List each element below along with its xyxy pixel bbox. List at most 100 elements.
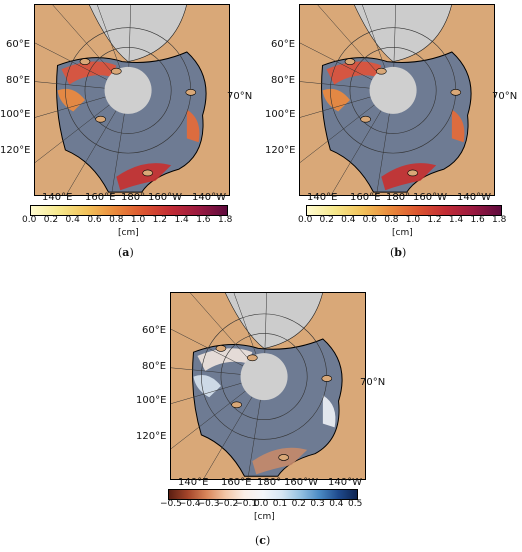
pole-hole	[104, 66, 152, 114]
colorbar-c	[168, 489, 358, 500]
colorbar-tick-label: 0.2	[43, 215, 59, 225]
shelf-anomaly	[197, 348, 253, 371]
lat-label-c-70n: 70°N	[360, 377, 386, 388]
latitude-circle	[220, 333, 308, 421]
island	[79, 58, 91, 65]
caption-a: (a)	[118, 246, 134, 259]
lon-bottom-c-180: 180°	[257, 477, 282, 488]
meridian-line	[202, 396, 253, 480]
meridian-line	[316, 4, 378, 73]
colorbar-tick-label: 1.0	[405, 215, 421, 225]
colorbar-tick-label: 0.2	[291, 499, 306, 509]
latitude-circle	[349, 46, 437, 134]
island	[407, 169, 418, 177]
island	[185, 89, 197, 96]
lat-label-a-70n: 70°N	[227, 91, 253, 102]
pole-hole	[369, 66, 417, 114]
lon-bottom-a-140e: 140°E	[42, 192, 73, 203]
island	[231, 401, 242, 409]
meridian-line	[299, 104, 375, 164]
island	[360, 115, 371, 123]
panel-c	[170, 292, 366, 552]
lon-label-b-80e: 80°E	[271, 75, 296, 86]
shelf-anomaly	[381, 163, 437, 191]
colorbar-tick-label: 0.8	[109, 215, 124, 225]
lon-bottom-a-160w: 160°W	[148, 192, 182, 203]
lon-label-a-120e: 120°E	[0, 145, 31, 156]
meridian-line	[393, 4, 397, 67]
shelf-anomaly	[326, 61, 382, 85]
shelf-anomaly	[322, 88, 350, 112]
lon-label-b-100e: 100°E	[265, 109, 296, 120]
lon-label-a-80e: 80°E	[6, 75, 31, 86]
lon-label-b-120e: 120°E	[265, 145, 296, 156]
meridian-line	[264, 292, 267, 354]
lat-label-b-70n: 70°N	[492, 91, 518, 102]
map-frame	[34, 4, 230, 196]
colorbar-a	[30, 205, 228, 216]
lon-label-b-60e: 60°E	[271, 39, 296, 50]
meridian-line	[96, 4, 121, 69]
colorbar-tick-label: 0.2	[319, 215, 334, 225]
lon-bottom-b-180: 180°	[386, 192, 411, 203]
meridian-line	[65, 110, 117, 196]
lon-bottom-b-140e: 140°E	[307, 192, 338, 203]
map-frame	[170, 292, 366, 480]
map-c	[170, 292, 366, 480]
shelf-anomaly	[116, 163, 172, 191]
lon-label-c-60e: 60°E	[142, 325, 167, 336]
meridian-line	[170, 328, 244, 367]
map-a	[34, 4, 230, 196]
colorbar-tick-label: 0.8	[384, 215, 399, 225]
lon-label-a-100e: 100°E	[0, 109, 31, 120]
meridian-line	[299, 96, 371, 118]
sea-ice-region	[224, 292, 324, 349]
panel-b	[299, 4, 495, 274]
meridian-line	[34, 96, 106, 118]
shelf-anomaly	[186, 109, 200, 143]
meridian-line	[299, 81, 370, 89]
colorbar-c-unit: [cm]	[254, 512, 275, 522]
meridian-line	[376, 113, 390, 196]
colorbar-tick-label: 0.3	[310, 499, 325, 509]
meridian-line	[233, 292, 257, 355]
lon-label-c-80e: 80°E	[142, 361, 167, 372]
meridian-line	[189, 292, 249, 360]
colorbar-tick-label: 0.4	[65, 215, 80, 225]
meridian-line	[111, 113, 125, 196]
sea-ice-region	[353, 4, 453, 62]
colorbar-tick-label: −0.2	[216, 499, 239, 509]
shelf-anomaly	[193, 375, 221, 398]
colorbar-tick-label: 0.6	[87, 215, 102, 225]
colorbar-tick-label: 1.2	[152, 215, 167, 225]
colorbar-tick-label: −0.1	[235, 499, 258, 509]
colorbar-b	[306, 205, 502, 216]
shelf-anomaly	[451, 109, 465, 143]
lon-bottom-a-160e: 160°E	[85, 192, 116, 203]
colorbar-tick-label: 1.6	[196, 215, 211, 225]
caption-c: (c)	[255, 534, 271, 547]
meridian-line	[34, 104, 110, 164]
colorbar-tick-label: 1.6	[470, 215, 485, 225]
meridian-line	[128, 4, 132, 67]
meridian-line	[170, 367, 241, 375]
shelf-anomaly	[252, 447, 308, 475]
sea-ice-region	[88, 4, 188, 62]
meridian-line	[170, 382, 242, 405]
island	[278, 454, 289, 461]
meridian-line	[170, 390, 246, 450]
island	[215, 345, 227, 352]
colorbar-tick-label: 0.4	[329, 499, 344, 509]
meridian-line	[34, 42, 108, 80]
colorbar-tick-label: −0.5	[160, 499, 182, 509]
colorbar-tick-label: 1.4	[174, 215, 189, 225]
colorbar-tick-label: 1.2	[427, 215, 442, 225]
panel-a	[34, 4, 230, 274]
latitude-circle	[84, 46, 172, 134]
lon-bottom-c-140w: 140°W	[328, 477, 362, 488]
colorbar-tick-label: 1.8	[218, 215, 233, 225]
island	[450, 89, 462, 96]
colorbar-tick-label: 0.0	[298, 215, 313, 225]
lon-label-c-100e: 100°E	[136, 395, 167, 406]
meridian-line	[361, 4, 386, 69]
